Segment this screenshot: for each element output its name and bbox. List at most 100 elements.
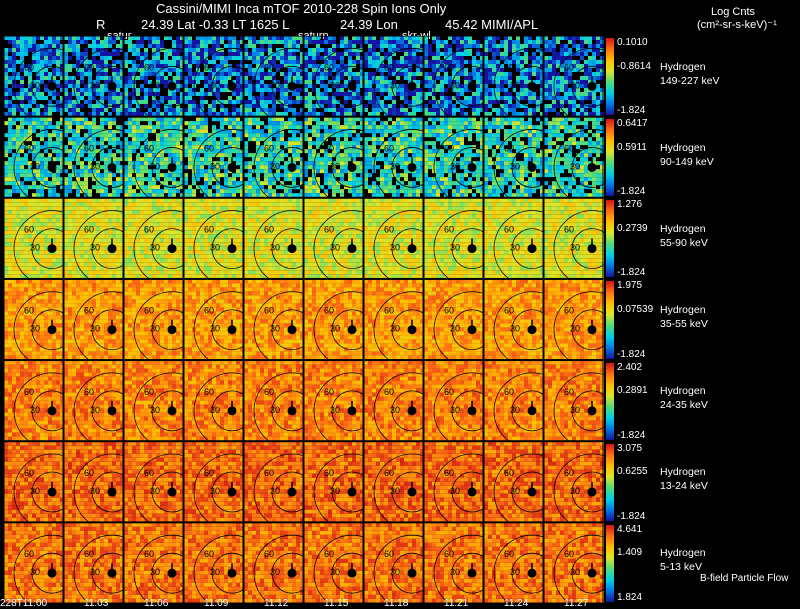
- species-label: Hydrogen: [660, 547, 706, 560]
- frame-image: 60 30: [243, 441, 331, 531]
- energy-label: 90-149 keV: [660, 156, 714, 169]
- footer-note: B-field Particle Flow: [700, 573, 788, 584]
- frame-image: 60 30: [543, 360, 604, 450]
- colorbar-mid: 1.409: [617, 547, 642, 558]
- contour-label-60: 60: [324, 306, 334, 316]
- planet-marker: [287, 325, 297, 335]
- frame-image: 60 30: [63, 360, 151, 450]
- contour-label-60: 60: [504, 306, 514, 316]
- time-tick-label: 11:15: [324, 598, 348, 609]
- contour-label-30: 30: [30, 80, 40, 90]
- contour-label-30: 30: [450, 243, 460, 253]
- planet-marker: [587, 568, 597, 578]
- planet-marker: [47, 162, 57, 172]
- planet-marker: [527, 244, 537, 254]
- title-line-1: Cassini/MIMI Inca mTOF 2010-228 Spin Ion…: [156, 2, 446, 16]
- contour-label-30: 30: [270, 161, 280, 171]
- colorbar-mid: 0.07539: [617, 304, 653, 315]
- contour-label-60: 60: [264, 549, 274, 559]
- time-tick-label: 11:18: [384, 598, 408, 609]
- contour-label-60: 60: [264, 306, 274, 316]
- frame-image: 60 30: [543, 522, 604, 604]
- planet-marker: [107, 487, 117, 497]
- planet-marker: [287, 162, 297, 172]
- contour-label-30: 30: [450, 567, 460, 577]
- planet-marker: [407, 487, 417, 497]
- contour-label-30: 30: [510, 324, 520, 334]
- contour-label-60: 60: [384, 387, 394, 397]
- planet-marker: [47, 81, 57, 91]
- contour-label-60: 60: [204, 225, 214, 235]
- frame-image: 60 30: [483, 36, 571, 125]
- contour-label-30: 30: [150, 324, 160, 334]
- contour-label-30: 30: [90, 80, 100, 90]
- contour-label-30: 30: [390, 567, 400, 577]
- contour-label-30: 30: [390, 405, 400, 415]
- planet-marker: [47, 244, 57, 254]
- planet-marker: [347, 568, 357, 578]
- planet-marker: [47, 325, 57, 335]
- planet-marker: [167, 406, 177, 416]
- contour-label-60: 60: [24, 549, 34, 559]
- time-tick-label: 228T11:00: [0, 598, 47, 609]
- frame-image: 60 30: [423, 36, 511, 125]
- contour-label-60: 60: [504, 62, 514, 72]
- planet-marker: [347, 325, 357, 335]
- planet-marker: [467, 487, 477, 497]
- planet-marker: [407, 162, 417, 172]
- energy-label: 149-227 keV: [660, 75, 720, 88]
- planet-marker: [167, 244, 177, 254]
- frame-image: 60 30: [363, 441, 451, 531]
- contour-label-60: 60: [204, 549, 214, 559]
- contour-label-30: 30: [150, 486, 160, 496]
- contour-label-60: 60: [384, 306, 394, 316]
- colorbar-min: -1.824: [617, 430, 645, 441]
- frame-image: 60 30: [63, 441, 151, 531]
- frame-image: 60 30: [363, 197, 451, 287]
- planet-marker: [107, 406, 117, 416]
- frame-image: 60 30: [303, 360, 391, 450]
- contour-label-30: 30: [210, 80, 220, 90]
- planet-marker: [467, 81, 477, 91]
- contour-label-60: 60: [84, 225, 94, 235]
- frame-image: 60 30: [4, 197, 91, 287]
- frame-image: 60 30: [303, 116, 391, 206]
- frame-image: 60 30: [543, 116, 604, 206]
- contour-label-30: 30: [570, 567, 580, 577]
- frame-image: 60 30: [303, 441, 391, 531]
- time-tick-label: 11:06: [144, 598, 168, 609]
- contour-label-30: 30: [570, 161, 580, 171]
- planet-marker: [227, 406, 237, 416]
- planet-marker: [347, 487, 357, 497]
- planet-marker: [587, 325, 597, 335]
- contour-label-60: 60: [264, 225, 274, 235]
- contour-label-60: 60: [384, 62, 394, 72]
- species-label: Hydrogen: [660, 304, 706, 317]
- planet-marker: [467, 406, 477, 416]
- planet-marker: [347, 162, 357, 172]
- planet-marker: [407, 81, 417, 91]
- time-tick-label: 11:12: [264, 598, 288, 609]
- planet-marker: [107, 81, 117, 91]
- frame-image: 60 30: [483, 278, 571, 369]
- contour-label-60: 60: [84, 62, 94, 72]
- contour-label-30: 30: [510, 405, 520, 415]
- planet-marker: [527, 487, 537, 497]
- contour-label-30: 30: [390, 243, 400, 253]
- contour-label-60: 60: [564, 387, 574, 397]
- contour-label-60: 60: [444, 549, 454, 559]
- energy-label: 55-90 keV: [660, 237, 708, 250]
- frame-image: 60 30: [303, 197, 391, 287]
- frame-image: 60 30: [423, 441, 511, 531]
- species-label: Hydrogen: [660, 466, 706, 479]
- species-label: Hydrogen: [660, 61, 706, 74]
- time-tick-label: 11:09: [204, 598, 228, 609]
- contour-label-60: 60: [444, 143, 454, 153]
- frame-image: 60 30: [123, 522, 211, 604]
- contour-label-30: 30: [510, 567, 520, 577]
- contour-label-60: 60: [504, 468, 514, 478]
- planet-marker: [167, 325, 177, 335]
- contour-label-30: 30: [30, 567, 40, 577]
- contour-label-60: 60: [564, 225, 574, 235]
- contour-label-30: 30: [390, 324, 400, 334]
